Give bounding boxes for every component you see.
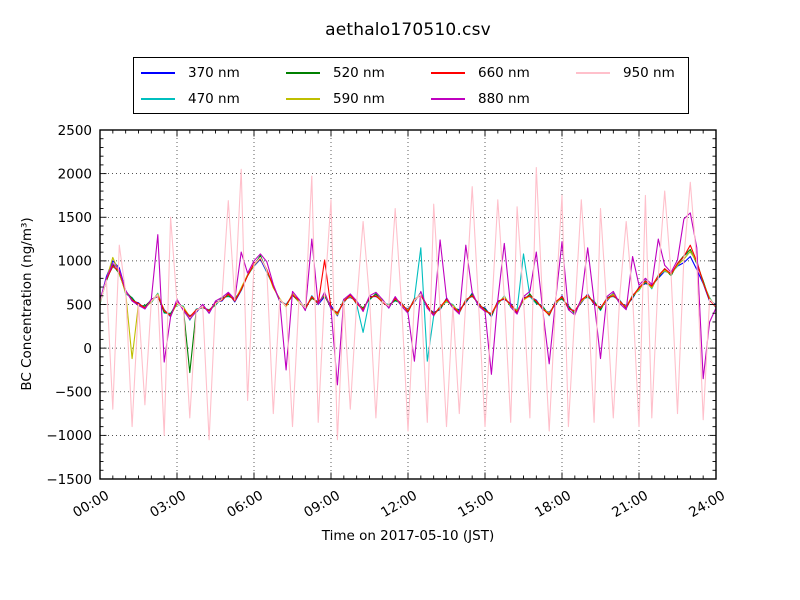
x-tick-label: 00:00 [70,488,112,521]
legend-item-370nm: 370 nm [141,60,286,86]
legend-label: 590 nm [333,91,385,107]
legend-item-470nm: 470 nm [141,86,286,112]
legend-item-520nm: 520 nm [286,60,431,86]
legend-column: 370 nm 470 nm [141,60,286,113]
y-tick-label: 1500 [58,210,92,226]
x-tick-label: 15:00 [455,488,497,521]
x-tick-label: 12:00 [378,488,420,521]
y-tick-label: −500 [55,385,92,401]
legend-line-sample [576,72,610,74]
legend-line-sample [286,72,320,74]
legend-line-sample [286,98,320,100]
legend-item-660nm: 660 nm [431,60,576,86]
legend-line-sample [141,98,175,100]
legend-label: 370 nm [188,65,240,81]
legend-item-590nm: 590 nm [286,86,431,112]
legend-label: 950 nm [623,65,675,81]
chart-title: aethalo170510.csv [325,20,491,40]
y-tick-label: 1000 [58,254,92,270]
x-axis-label: Time on 2017-05-10 (JST) [321,528,495,544]
legend-line-sample [431,72,465,74]
x-tick-label: 03:00 [147,488,189,521]
legend-item-880nm: 880 nm [431,86,576,112]
legend-label: 520 nm [333,65,385,81]
x-tick-label: 06:00 [224,488,266,521]
y-tick-label: 2000 [58,166,92,182]
legend-column: 660 nm 880 nm [431,60,576,113]
legend-column: 520 nm 590 nm [286,60,431,113]
y-tick-label: 2500 [58,123,92,139]
legend-line-sample [141,72,175,74]
y-tick-label: −1500 [46,472,92,488]
legend-label: 880 nm [478,91,530,107]
legend-column: 950 nm [576,60,675,113]
y-tick-label: 0 [83,341,92,357]
x-tick-label: 21:00 [609,488,651,521]
legend-item-950nm: 950 nm [576,60,675,86]
x-tick-label: 09:00 [301,488,343,521]
y-tick-label: −1000 [46,428,92,444]
legend-label: 470 nm [188,91,240,107]
legend-label: 660 nm [478,65,530,81]
legend-line-sample [431,98,465,100]
series-line-880nm [99,212,717,386]
x-tick-label: 24:00 [686,488,728,521]
x-tick-label: 18:00 [532,488,574,521]
series-line-950nm [99,166,717,441]
y-tick-label: 500 [66,297,92,313]
legend: 370 nm 470 nm 520 nm 590 nm 660 nm 880 nm 950 … [133,57,689,114]
